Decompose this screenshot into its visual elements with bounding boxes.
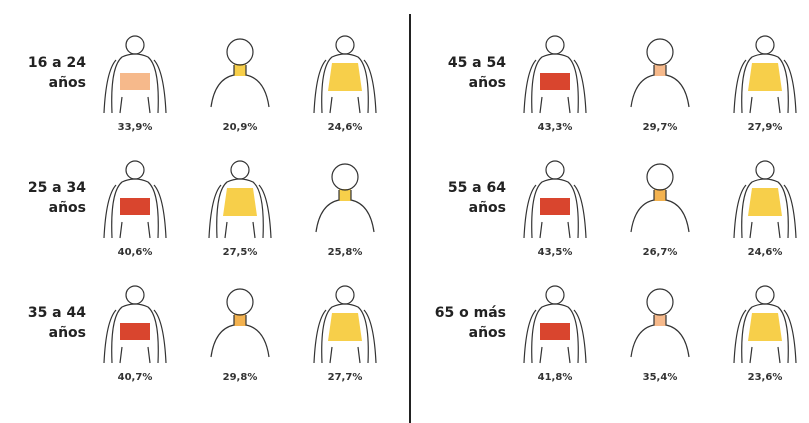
age-label: 25 a 34	[28, 180, 86, 196]
body-figure	[209, 161, 271, 238]
percentage: 24,6%	[748, 247, 783, 258]
percentage: 33,9%	[118, 122, 153, 133]
age-label: años	[49, 75, 86, 91]
body-figure	[734, 286, 796, 363]
age-label: 16 a 24	[28, 55, 86, 71]
age-label: 35 a 44	[28, 305, 86, 321]
body-figure	[314, 36, 376, 113]
percentage: 35,4%	[643, 372, 678, 383]
percentage: 27,7%	[328, 372, 363, 383]
percentage: 20,9%	[223, 122, 258, 133]
age-label: años	[469, 200, 506, 216]
body-figure	[104, 36, 166, 113]
body-figure	[631, 39, 689, 107]
body-figure	[316, 164, 374, 232]
body-figure	[524, 286, 586, 363]
percentage: 24,6%	[328, 122, 363, 133]
age-label: 55 a 64	[448, 180, 506, 196]
percentage: 43,5%	[538, 247, 573, 258]
body-figure	[524, 36, 586, 113]
body-figure	[314, 286, 376, 363]
infographic: 16 a 24 años 33,9% 20,9% 24,6% 25 a 34 años 40,…	[0, 0, 809, 423]
percentage: 25,8%	[328, 247, 363, 258]
age-label: 45 a 54	[448, 55, 506, 71]
age-label: años	[49, 325, 86, 341]
body-figure	[734, 36, 796, 113]
age-label: años	[469, 75, 506, 91]
percentage: 40,6%	[118, 247, 153, 258]
body-figure	[631, 164, 689, 232]
percentage: 43,3%	[538, 122, 573, 133]
body-figure	[734, 161, 796, 238]
age-label: años	[49, 200, 86, 216]
age-label: años	[469, 325, 506, 341]
percentage: 27,5%	[223, 247, 258, 258]
percentage: 29,8%	[223, 372, 258, 383]
body-figure	[631, 289, 689, 357]
body-figure	[104, 286, 166, 363]
percentage: 41,8%	[538, 372, 573, 383]
body-figure	[524, 161, 586, 238]
percentage: 27,9%	[748, 122, 783, 133]
body-figure	[104, 161, 166, 238]
percentage: 29,7%	[643, 122, 678, 133]
percentage: 23,6%	[748, 372, 783, 383]
percentage: 40,7%	[118, 372, 153, 383]
body-figure	[211, 289, 269, 357]
age-label: 65 o más	[435, 305, 506, 321]
percentage: 26,7%	[643, 247, 678, 258]
body-figure	[211, 39, 269, 107]
